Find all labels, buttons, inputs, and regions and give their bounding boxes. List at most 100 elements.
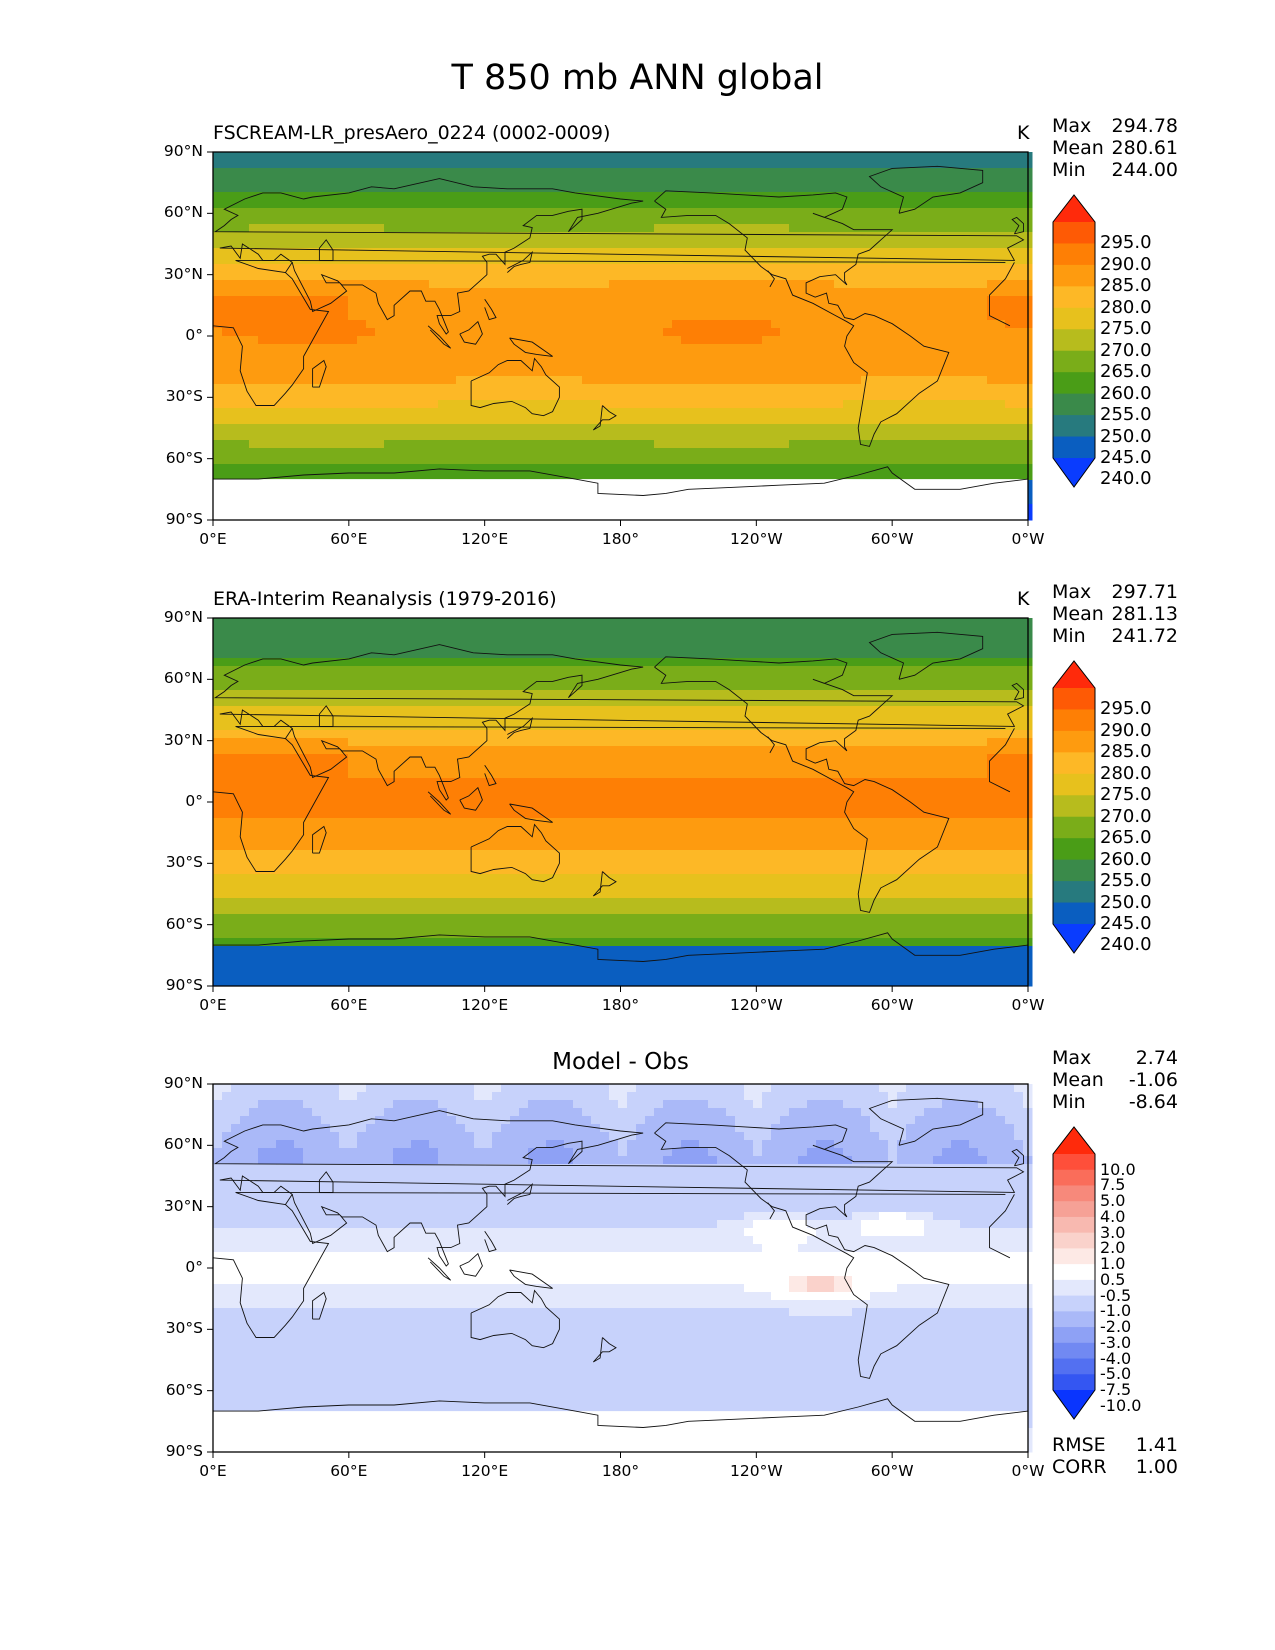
colorbar-segment	[1053, 1201, 1095, 1218]
colorbar-label: 290.0	[1100, 719, 1152, 741]
coastlines	[212, 1097, 1029, 1428]
stat-min-label: Min	[1052, 625, 1086, 647]
stat-min-value: 244.00	[1111, 159, 1178, 181]
missing-antarctica	[213, 1411, 1028, 1452]
y-tick-label: 30°S	[165, 853, 203, 872]
y-tick-label: 90°N	[163, 608, 203, 626]
coastlines	[212, 165, 1029, 496]
x-tick-label: 180°	[601, 530, 640, 548]
field-fill	[213, 618, 1033, 987]
colorbar-segment	[1053, 1169, 1095, 1186]
stats-block: Max 294.78 Mean 280.61 Min 244.00	[1052, 115, 1178, 181]
x-tick-label: 60°W	[870, 996, 914, 1014]
x-tick-label: 120°E	[461, 530, 509, 548]
colorbar	[1052, 194, 1096, 488]
colorbar-segment	[1053, 1185, 1095, 1202]
colorbar-extend-top	[1053, 661, 1095, 688]
stat-mean-label: Mean	[1052, 1069, 1104, 1091]
panel-title: ERA-Interim Reanalysis (1979-2016)	[213, 588, 557, 610]
colorbar-label: 280.0	[1100, 762, 1152, 784]
y-tick-label: 60°N	[163, 669, 203, 688]
colorbar-segment	[1053, 1327, 1095, 1344]
colorbar-label: 285.0	[1100, 741, 1152, 763]
x-tick-label: 120°E	[461, 996, 509, 1014]
stat-mean: Mean 281.13	[1052, 603, 1178, 625]
y-tick-label: 90°N	[163, 1074, 203, 1092]
x-tick-label: 0°W	[1011, 530, 1045, 548]
y-tick-label: 60°S	[165, 914, 203, 933]
y-tick-label: 30°N	[163, 264, 203, 283]
colorbar-label: 2.0	[1100, 1238, 1126, 1258]
stats-block: Max 297.71 Mean 281.13 Min 241.72	[1052, 581, 1178, 647]
y-tick-label: 60°N	[163, 203, 203, 222]
colorbar	[1052, 660, 1096, 954]
colorbar-segment	[1053, 1358, 1095, 1375]
colorbar-segment	[1053, 243, 1095, 266]
metric-rmse-label: RMSE	[1052, 1434, 1106, 1456]
colorbar-extend-bottom	[1053, 458, 1095, 487]
panel-title: Model - Obs	[552, 1049, 689, 1075]
x-tick-label: 60°E	[330, 996, 368, 1014]
colorbar-label: 7.5	[1100, 1175, 1126, 1195]
colorbar-label: 3.0	[1100, 1222, 1126, 1242]
units-label: K	[1017, 588, 1030, 610]
colorbar-label: 240.0	[1100, 934, 1152, 956]
stat-max: Max 294.78	[1052, 115, 1178, 137]
colorbar-label: 270.0	[1100, 805, 1152, 827]
colorbar-label: 295.0	[1100, 232, 1152, 254]
colorbar-label: -4.0	[1100, 1348, 1132, 1368]
stat-min-value: -8.64	[1128, 1091, 1178, 1113]
y-tick-label: 90°S	[165, 510, 203, 528]
x-tick-label: 60°E	[330, 530, 368, 548]
colorbar-label: 275.0	[1100, 784, 1152, 806]
x-tick-label: 180°	[601, 996, 640, 1014]
stat-min: Min 244.00	[1052, 159, 1178, 181]
colorbar-segment	[1053, 838, 1095, 861]
metric-corr-value: 1.00	[1135, 1456, 1178, 1478]
colorbar-segment	[1053, 329, 1095, 352]
stat-mean-value: 281.13	[1111, 603, 1178, 625]
colorbar-label: -2.0	[1100, 1317, 1132, 1337]
stat-min-label: Min	[1052, 159, 1086, 181]
colorbar-segment	[1053, 393, 1095, 416]
stat-max-value: 2.74	[1135, 1047, 1178, 1069]
colorbar-label: 270.0	[1100, 339, 1152, 361]
stat-mean: Mean 280.61	[1052, 137, 1178, 159]
coastlines	[212, 631, 1029, 962]
colorbar-segment	[1053, 752, 1095, 775]
colorbar-label: 250.0	[1100, 891, 1152, 913]
colorbar-segment	[1053, 1342, 1095, 1360]
y-tick-label: 60°N	[163, 1135, 203, 1154]
colorbar-segment	[1053, 773, 1095, 796]
colorbar-segment	[1053, 730, 1095, 753]
colorbar-label: -7.5	[1100, 1380, 1132, 1399]
colorbar	[1052, 1126, 1096, 1420]
metric-rmse: RMSE 1.41	[1052, 1434, 1178, 1456]
colorbar-segment	[1053, 881, 1095, 904]
stats-block: Max 2.74 Mean -1.06 Min -8.64	[1052, 1047, 1178, 1113]
stat-mean-value: 280.61	[1111, 137, 1178, 159]
stat-max-value: 294.78	[1111, 115, 1178, 137]
map-plot	[207, 617, 1033, 992]
colorbar-label: 240.0	[1100, 468, 1152, 490]
stat-mean-value: -1.06	[1128, 1069, 1178, 1091]
units-label: K	[1017, 122, 1030, 144]
stat-min-value: 241.72	[1111, 625, 1178, 647]
colorbar-label: 1.0	[1100, 1254, 1126, 1274]
x-tick-label: 120°E	[461, 1462, 509, 1480]
x-tick-label: 120°W	[729, 996, 783, 1014]
stat-max-label: Max	[1052, 115, 1092, 137]
stat-min: Min 241.72	[1052, 625, 1178, 647]
colorbar-label: -3.0	[1100, 1332, 1132, 1352]
stat-max-value: 297.71	[1111, 581, 1178, 603]
colorbar-extend-top	[1053, 1127, 1095, 1154]
colorbar-label: 5.0	[1100, 1191, 1126, 1211]
y-tick-label: 90°S	[165, 976, 203, 994]
stat-max: Max 297.71	[1052, 581, 1178, 603]
colorbar-label: 260.0	[1100, 382, 1152, 404]
metric-rmse-value: 1.41	[1135, 1434, 1178, 1456]
colorbar-segment	[1053, 264, 1095, 287]
panel-title: FSCREAM-LR_presAero_0224 (0002-0009)	[213, 122, 611, 144]
colorbar-segment	[1053, 1154, 1095, 1171]
colorbar-label: 275.0	[1100, 318, 1152, 340]
